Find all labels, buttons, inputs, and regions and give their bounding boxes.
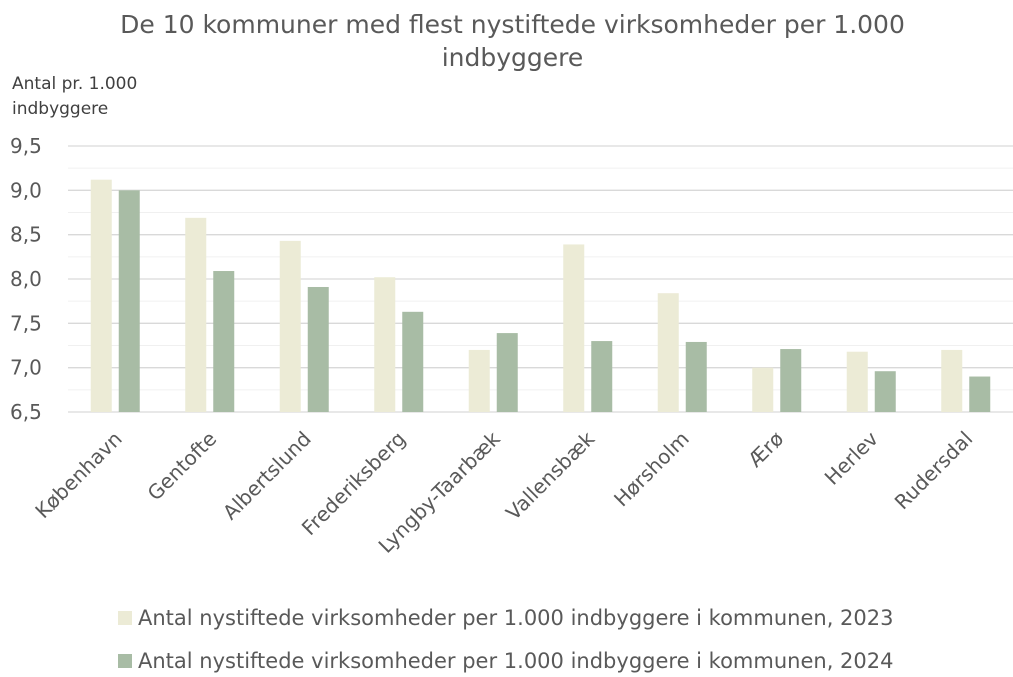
legend-item: Antal nystiftede virksomheder per 1.000 … bbox=[118, 649, 894, 673]
x-tick-label: Hørsholm bbox=[609, 427, 694, 512]
bar bbox=[874, 371, 896, 412]
bar bbox=[685, 341, 707, 412]
bar bbox=[780, 349, 802, 412]
bar bbox=[374, 277, 396, 412]
y-tick-label: 8,0 bbox=[10, 267, 42, 291]
x-tick-label: Vallensbæk bbox=[501, 426, 599, 524]
bar bbox=[941, 349, 963, 412]
legend-item: Antal nystiftede virksomheder per 1.000 … bbox=[118, 606, 894, 630]
bar bbox=[657, 293, 679, 412]
chart-title: De 10 kommuner med flest nystiftede virk… bbox=[120, 10, 905, 72]
bar bbox=[213, 271, 235, 412]
legend-label: Antal nystiftede virksomheder per 1.000 … bbox=[138, 649, 894, 673]
bar bbox=[185, 217, 207, 412]
x-tick-label: Herlev bbox=[820, 426, 883, 489]
y-axis-title: Antal pr. 1.000 indbyggere bbox=[12, 74, 138, 119]
x-tick-label: Albertslund bbox=[218, 427, 316, 525]
legend-label: Antal nystiftede virksomheder per 1.000 … bbox=[138, 606, 894, 630]
bar bbox=[402, 311, 424, 412]
x-tick-label: København bbox=[30, 427, 127, 524]
y-tick-label: 9,5 bbox=[10, 134, 42, 158]
y-tick-label: 9,0 bbox=[10, 178, 42, 202]
bar bbox=[563, 244, 585, 412]
bar bbox=[118, 190, 140, 412]
x-tick-label: Rudersdal bbox=[890, 427, 978, 515]
bar bbox=[468, 349, 490, 412]
bar bbox=[752, 367, 774, 412]
y-tick-label: 7,0 bbox=[10, 356, 42, 380]
bar bbox=[496, 333, 518, 412]
y-tick-label: 7,5 bbox=[10, 311, 42, 335]
bar bbox=[90, 179, 112, 412]
x-tick-label: Ærø bbox=[743, 427, 788, 472]
legend-swatch bbox=[118, 654, 132, 668]
bar bbox=[307, 286, 329, 412]
x-tick-label: Gentofte bbox=[143, 427, 222, 506]
legend-swatch bbox=[118, 611, 132, 625]
y-tick-label: 8,5 bbox=[10, 223, 42, 247]
bar bbox=[591, 341, 613, 412]
bar bbox=[279, 240, 301, 412]
bar bbox=[969, 376, 991, 412]
bar bbox=[846, 351, 868, 412]
y-tick-label: 6,5 bbox=[10, 400, 42, 424]
